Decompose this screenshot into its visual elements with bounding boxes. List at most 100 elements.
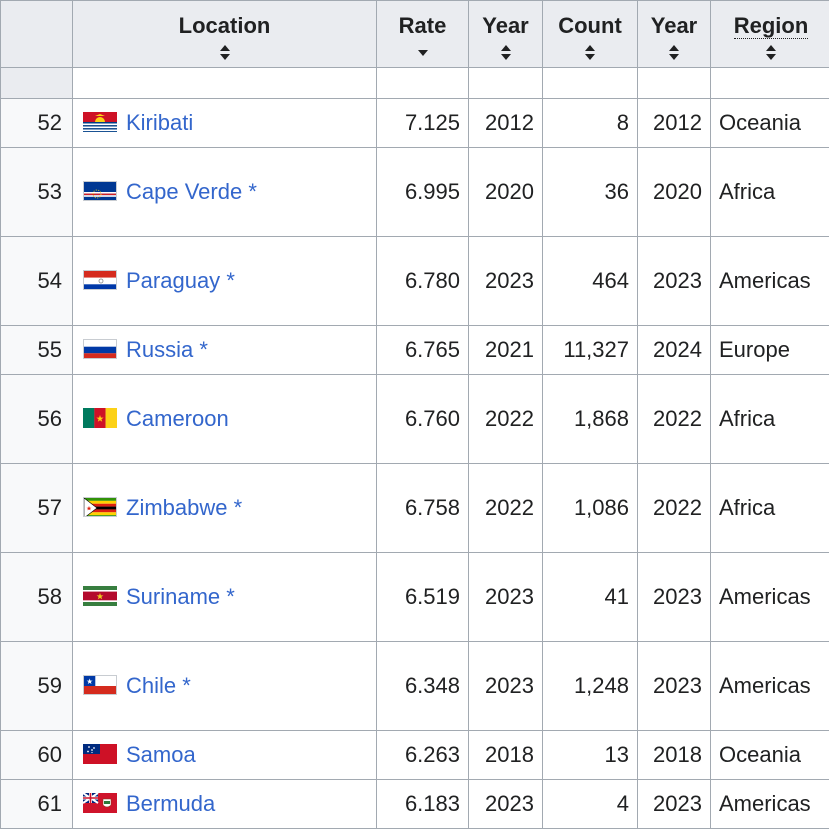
rate-cell: 6.519 bbox=[377, 553, 469, 642]
footnote-star[interactable]: * bbox=[226, 268, 235, 293]
count-year-cell: 2023 bbox=[638, 553, 711, 642]
table-row: 56 Cameroon 6.760 2022 1,868 2022 Africa bbox=[1, 375, 829, 464]
table-row: 61 Bermuda 6.183 2023 4 2023 Americas bbox=[1, 780, 829, 829]
rate-cell: 6.758 bbox=[377, 464, 469, 553]
rank-cell: 58 bbox=[1, 553, 73, 642]
sort-icon[interactable] bbox=[500, 45, 512, 61]
region-cell: Europe bbox=[711, 326, 829, 375]
paraguay-flag-icon bbox=[83, 270, 117, 290]
table-row: 57 Zimbabwe * 6.758 2022 1,086 2022 Afri… bbox=[1, 464, 829, 553]
count-cell: 4 bbox=[543, 780, 638, 829]
country-link[interactable]: Cape Verde bbox=[126, 179, 242, 204]
sort-icon[interactable] bbox=[584, 45, 596, 61]
country-link[interactable]: Samoa bbox=[126, 742, 196, 767]
rank-cell: 55 bbox=[1, 326, 73, 375]
count-cell: 1,248 bbox=[543, 642, 638, 731]
subheader-cell bbox=[377, 68, 469, 99]
footnote-star[interactable]: * bbox=[248, 179, 257, 204]
region-header-label: Region bbox=[734, 13, 809, 39]
count-year-cell: 2023 bbox=[638, 642, 711, 731]
count-year-header-label: Year bbox=[642, 13, 706, 39]
region-header[interactable]: Region bbox=[711, 1, 829, 68]
region-cell: Africa bbox=[711, 375, 829, 464]
year-cell: 2021 bbox=[469, 326, 543, 375]
kiribati-flag-icon bbox=[83, 112, 117, 132]
year-cell: 2023 bbox=[469, 237, 543, 326]
country-link[interactable]: Chile bbox=[126, 673, 176, 698]
country-link[interactable]: Cameroon bbox=[126, 406, 229, 431]
bermuda-flag-icon bbox=[83, 793, 117, 813]
footnote-star[interactable]: * bbox=[234, 495, 243, 520]
location-header-label: Location bbox=[77, 13, 372, 39]
rate-cell: 6.765 bbox=[377, 326, 469, 375]
location-cell: Kiribati bbox=[73, 99, 377, 148]
location-cell: Russia * bbox=[73, 326, 377, 375]
table-row: 52 Kiribati 7.125 2012 8 2012 Oceania bbox=[1, 99, 829, 148]
year-cell: 2022 bbox=[469, 464, 543, 553]
rate-header[interactable]: Rate bbox=[377, 1, 469, 68]
region-cell: Americas bbox=[711, 553, 829, 642]
location-header[interactable]: Location bbox=[73, 1, 377, 68]
rate-cell: 6.760 bbox=[377, 375, 469, 464]
table-row: 53 Cape Verde * 6.995 2020 36 2020 Afric… bbox=[1, 148, 829, 237]
count-year-cell: 2024 bbox=[638, 326, 711, 375]
count-cell: 464 bbox=[543, 237, 638, 326]
year-cell: 2018 bbox=[469, 731, 543, 780]
rank-cell: 57 bbox=[1, 464, 73, 553]
rank-subheader bbox=[1, 68, 73, 99]
rate-cell: 6.780 bbox=[377, 237, 469, 326]
region-cell: Oceania bbox=[711, 731, 829, 780]
footnote-star[interactable]: * bbox=[182, 673, 191, 698]
count-cell: 13 bbox=[543, 731, 638, 780]
rate-cell: 6.348 bbox=[377, 642, 469, 731]
count-year-cell: 2012 bbox=[638, 99, 711, 148]
count-cell: 11,327 bbox=[543, 326, 638, 375]
location-cell: Cape Verde * bbox=[73, 148, 377, 237]
subheader-cell bbox=[469, 68, 543, 99]
count-year-cell: 2020 bbox=[638, 148, 711, 237]
year-header[interactable]: Year bbox=[469, 1, 543, 68]
location-cell: Chile * bbox=[73, 642, 377, 731]
sort-icon[interactable] bbox=[219, 45, 231, 61]
location-cell: Suriname * bbox=[73, 553, 377, 642]
rate-header-label: Rate bbox=[381, 13, 464, 39]
count-year-header[interactable]: Year bbox=[638, 1, 711, 68]
country-link[interactable]: Suriname bbox=[126, 584, 220, 609]
location-cell: Samoa bbox=[73, 731, 377, 780]
footnote-star[interactable]: * bbox=[199, 337, 208, 362]
country-link[interactable]: Zimbabwe bbox=[126, 495, 227, 520]
country-link[interactable]: Bermuda bbox=[126, 791, 215, 816]
rate-cell: 6.995 bbox=[377, 148, 469, 237]
year-cell: 2023 bbox=[469, 780, 543, 829]
rank-cell: 61 bbox=[1, 780, 73, 829]
year-cell: 2023 bbox=[469, 553, 543, 642]
rank-cell: 59 bbox=[1, 642, 73, 731]
count-year-cell: 2018 bbox=[638, 731, 711, 780]
footnote-star[interactable]: * bbox=[226, 584, 235, 609]
year-cell: 2012 bbox=[469, 99, 543, 148]
sort-icon[interactable] bbox=[668, 45, 680, 61]
table-row: 58 Suriname * 6.519 2023 41 2023 America… bbox=[1, 553, 829, 642]
year-cell: 2020 bbox=[469, 148, 543, 237]
region-cell: Africa bbox=[711, 464, 829, 553]
count-cell: 36 bbox=[543, 148, 638, 237]
country-link[interactable]: Paraguay bbox=[126, 268, 220, 293]
rank-header bbox=[1, 1, 73, 68]
country-link[interactable]: Russia bbox=[126, 337, 193, 362]
count-year-cell: 2022 bbox=[638, 464, 711, 553]
country-link[interactable]: Kiribati bbox=[126, 110, 193, 135]
samoa-flag-icon bbox=[83, 744, 117, 764]
count-header[interactable]: Count bbox=[543, 1, 638, 68]
rank-cell: 52 bbox=[1, 99, 73, 148]
sort-icon[interactable] bbox=[765, 45, 777, 61]
count-cell: 8 bbox=[543, 99, 638, 148]
rate-cell: 6.263 bbox=[377, 731, 469, 780]
table-row: 59 Chile * 6.348 2023 1,248 2023 America… bbox=[1, 642, 829, 731]
cape-verde-flag-icon bbox=[83, 181, 117, 201]
year-cell: 2022 bbox=[469, 375, 543, 464]
rank-cell: 56 bbox=[1, 375, 73, 464]
sort-descending-icon[interactable] bbox=[417, 45, 429, 61]
table-row: 54 Paraguay * 6.780 2023 464 2023 Americ… bbox=[1, 237, 829, 326]
subheader-cell bbox=[73, 68, 377, 99]
